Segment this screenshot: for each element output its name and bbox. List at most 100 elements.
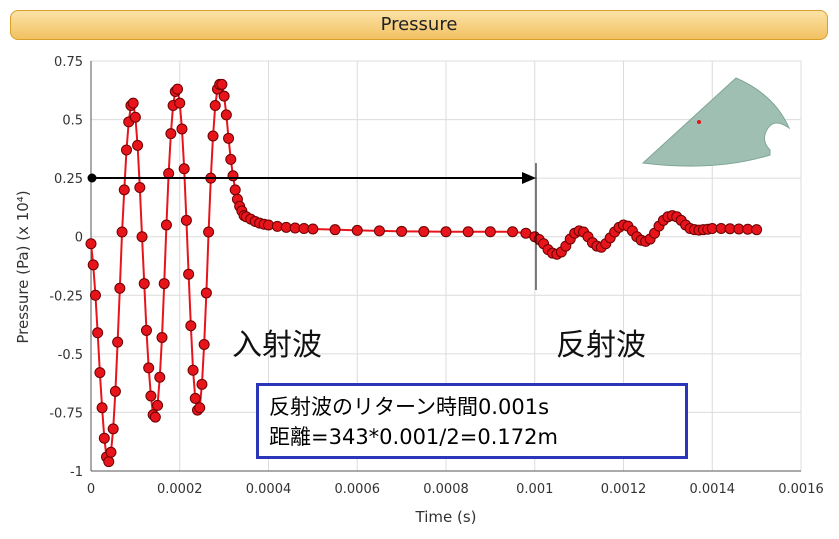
- return-time-arrow: [87, 163, 537, 290]
- data-point: [87, 259, 99, 271]
- data-point: [329, 224, 341, 236]
- arrow-head: [522, 172, 536, 184]
- x-axis-label: Time (s): [415, 508, 477, 526]
- data-point: [185, 320, 197, 332]
- data-point: [127, 97, 139, 109]
- y-tick-label: 0.5: [62, 114, 83, 129]
- data-point: [109, 385, 121, 397]
- data-point: [307, 223, 319, 235]
- data-point: [107, 423, 119, 435]
- x-tick-label: 0.0002: [157, 482, 203, 497]
- note-box: 反射波のリターン時間0.001s 距離=343*0.001/2=0.172m: [256, 383, 688, 459]
- x-tick-label: 0.0016: [778, 482, 824, 497]
- data-point: [200, 287, 212, 299]
- data-point: [136, 231, 148, 243]
- data-point: [174, 97, 186, 109]
- data-point: [396, 225, 408, 237]
- data-point: [198, 338, 210, 350]
- series-pressure: [85, 78, 763, 468]
- x-tick-label: 0.0006: [335, 482, 381, 497]
- data-point: [180, 214, 192, 226]
- note-line-2: 距離=343*0.001/2=0.172m: [269, 425, 558, 449]
- data-point: [225, 153, 237, 165]
- y-tick-label: 0: [75, 231, 83, 246]
- data-point: [89, 289, 101, 301]
- x-tick-labels: 0 0.0002 0.0004 0.0006 0.0008 0.001 0.0012 0.00…: [87, 482, 824, 497]
- source-point-marker: [697, 120, 701, 124]
- data-point: [154, 371, 166, 383]
- data-point: [112, 336, 124, 348]
- data-point: [227, 170, 239, 182]
- data-point: [132, 139, 144, 151]
- data-point: [129, 111, 141, 123]
- data-point: [484, 226, 496, 238]
- data-point: [114, 282, 126, 294]
- data-point: [163, 167, 175, 179]
- y-tick-label: 0.75: [54, 55, 83, 70]
- data-point: [176, 123, 188, 135]
- data-point: [98, 432, 110, 444]
- data-point: [207, 130, 219, 142]
- x-tick-label: 0.0004: [246, 482, 292, 497]
- data-point: [189, 392, 201, 404]
- geometry-inset-shape: [641, 77, 791, 167]
- data-point: [96, 402, 108, 414]
- data-point: [149, 411, 161, 423]
- data-point: [160, 219, 172, 231]
- x-tick-label: 0.001: [516, 482, 553, 497]
- data-point: [145, 390, 157, 402]
- data-point: [183, 268, 195, 280]
- data-point: [373, 225, 385, 237]
- x-tick-label: 0.0008: [423, 482, 469, 497]
- data-point: [209, 100, 221, 112]
- x-tick-label: 0: [87, 482, 95, 497]
- data-point: [138, 278, 150, 290]
- data-point: [103, 456, 115, 468]
- data-point: [751, 224, 763, 236]
- data-point: [92, 327, 104, 339]
- data-point: [85, 238, 97, 250]
- data-point: [178, 163, 190, 175]
- note-line-1: 反射波のリターン時間0.001s: [269, 395, 550, 419]
- y-tick-label: -1: [70, 465, 83, 480]
- data-point: [118, 184, 130, 196]
- data-point: [507, 226, 519, 238]
- y-tick-label: 0.25: [54, 172, 83, 187]
- data-point: [121, 144, 132, 156]
- data-point: [158, 278, 170, 290]
- data-point: [143, 362, 155, 374]
- data-point: [216, 78, 228, 90]
- chart-title-bar: Pressure: [10, 10, 828, 40]
- data-point: [223, 132, 235, 144]
- x-tick-label: 0.0014: [690, 482, 736, 497]
- y-tick-label: -0.25: [49, 289, 83, 304]
- data-point: [187, 364, 199, 376]
- data-point: [218, 90, 230, 102]
- y-tick-labels: -1 -0.75 -0.5 -0.25 0 0.25 0.5 0.75: [49, 55, 83, 480]
- data-point: [134, 182, 146, 194]
- data-point: [462, 226, 474, 238]
- data-point: [351, 224, 363, 236]
- data-point: [165, 128, 177, 140]
- data-point: [152, 399, 164, 411]
- data-point: [140, 324, 152, 336]
- y-tick-label: -0.75: [49, 406, 83, 421]
- chart-title: Pressure: [380, 14, 458, 35]
- data-point: [105, 446, 117, 458]
- reflected-wave-label: 反射波: [556, 328, 646, 363]
- data-point: [196, 378, 208, 390]
- data-point: [418, 226, 430, 238]
- x-tick-label: 0.0012: [601, 482, 647, 497]
- data-point: [172, 83, 184, 95]
- y-tick-label: -0.5: [58, 348, 83, 363]
- incident-wave-label: 入射波: [232, 328, 322, 363]
- data-point: [220, 109, 232, 121]
- y-axis-label: Pressure (Pa) (x 10⁴): [14, 190, 32, 343]
- data-point: [194, 402, 206, 414]
- data-point: [263, 219, 274, 231]
- data-point: [440, 226, 452, 238]
- data-point: [203, 226, 215, 238]
- data-point: [94, 367, 106, 379]
- data-point: [156, 331, 168, 343]
